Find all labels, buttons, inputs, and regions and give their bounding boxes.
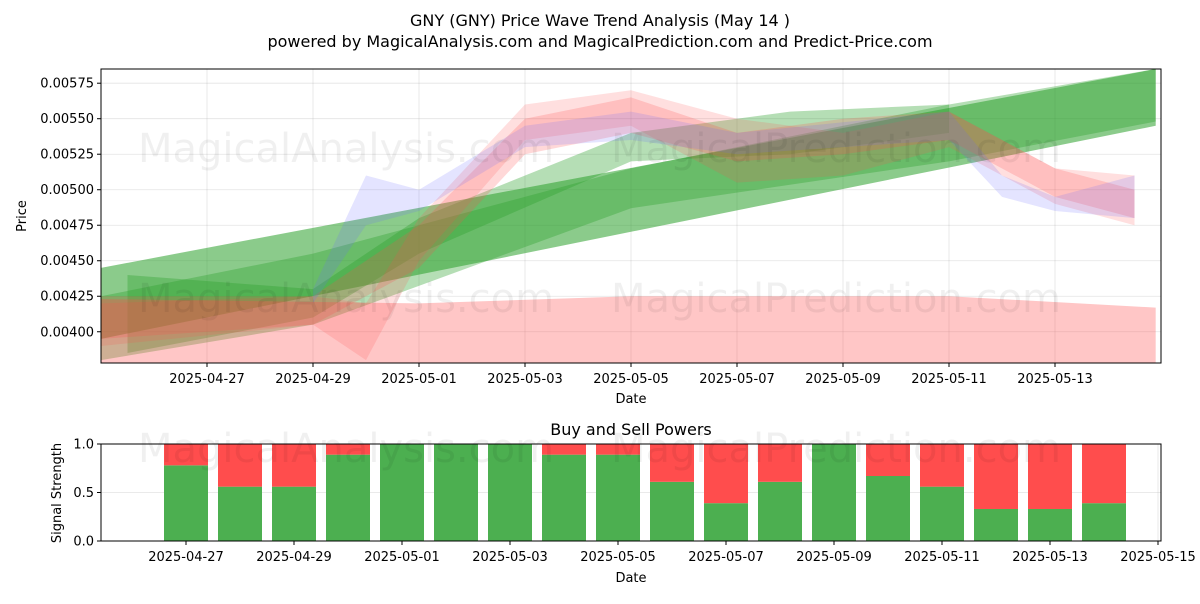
buy-bar xyxy=(1082,503,1126,541)
bar-y-tick-label: 0.5 xyxy=(73,486,94,501)
watermark-mid-left: MagicalAnalysis.com xyxy=(138,276,554,322)
bar-y-tick-label: 1.0 xyxy=(73,438,94,453)
bar-x-tick-label: 2025-05-09 xyxy=(796,550,872,565)
bar-x-tick-label: 2025-05-07 xyxy=(688,550,764,565)
buy-bar xyxy=(380,444,424,541)
bar-x-tick-label: 2025-05-11 xyxy=(904,550,980,565)
sell-bar xyxy=(704,444,748,504)
sell-bar xyxy=(164,444,208,466)
watermark-bottom-right: MagicalPrediction.com xyxy=(611,426,1061,472)
sell-bar xyxy=(596,444,640,455)
price-x-tick-label: 2025-05-01 xyxy=(381,372,457,387)
buy-bar xyxy=(1028,508,1072,541)
bar-x-ticks: 2025-04-27 2025-04-29 2025-05-01 2025-05-03… xyxy=(148,541,1196,565)
buy-bar xyxy=(488,444,532,541)
buy-bar xyxy=(272,486,316,541)
buy-bar xyxy=(812,444,856,541)
price-x-tick-label: 2025-05-07 xyxy=(699,372,775,387)
buy-bar xyxy=(920,486,964,541)
bar-chart-title: Buy and Sell Powers xyxy=(550,420,712,439)
buy-bar xyxy=(866,476,910,541)
buy-bar xyxy=(434,444,478,541)
price-band-green-0 xyxy=(101,69,1156,339)
bar-x-tick-label: 2025-04-27 xyxy=(148,550,224,565)
price-y-tick-label: 0.00475 xyxy=(40,219,94,234)
bar-x-tick-label: 2025-05-01 xyxy=(364,550,440,565)
price-x-axis-label: Date xyxy=(615,392,646,407)
price-y-tick-label: 0.00400 xyxy=(40,325,94,340)
buy-bar xyxy=(650,481,694,541)
buy-bar xyxy=(218,486,262,541)
sell-bar xyxy=(1082,444,1126,504)
price-y-axis-label: Price xyxy=(15,200,30,232)
bar-y-tick-label: 0.0 xyxy=(73,535,94,550)
price-y-ticks: 0.00400 0.00425 0.00450 0.00475 0.00500 0.005… xyxy=(40,77,101,340)
sell-bar xyxy=(1028,444,1072,509)
buy-bar xyxy=(164,465,208,541)
sell-bar xyxy=(326,444,370,455)
price-y-tick-label: 0.00550 xyxy=(40,112,94,127)
sell-bar xyxy=(920,444,964,487)
price-x-tick-label: 2025-05-11 xyxy=(911,372,987,387)
price-x-tick-label: 2025-05-05 xyxy=(593,372,669,387)
bar-x-tick-label: 2025-05-15 xyxy=(1120,550,1196,565)
buy-bar xyxy=(704,503,748,541)
price-bands xyxy=(101,69,1156,363)
sell-bar xyxy=(650,444,694,482)
sell-bar xyxy=(542,444,586,455)
price-y-tick-label: 0.00525 xyxy=(40,148,94,163)
chart-subtitle: powered by MagicalAnalysis.com and Magic… xyxy=(267,32,932,51)
buy-bar xyxy=(326,454,370,541)
bar-y-axis-label: Signal Strength xyxy=(50,443,65,543)
price-x-ticks: 2025-04-27 2025-04-29 2025-05-01 2025-05-03… xyxy=(169,363,1093,387)
price-x-tick-label: 2025-04-27 xyxy=(169,372,245,387)
price-x-tick-label: 2025-05-09 xyxy=(805,372,881,387)
chart-title: GNY (GNY) Price Wave Trend Analysis (May… xyxy=(410,11,790,30)
watermark-bottom-left: MagicalAnalysis.com xyxy=(138,426,554,472)
bar-marks xyxy=(164,444,1126,541)
buy-bar xyxy=(596,454,640,541)
sell-bar xyxy=(866,444,910,477)
bar-x-tick-label: 2025-04-29 xyxy=(256,550,332,565)
price-y-tick-label: 0.00450 xyxy=(40,254,94,269)
bar-x-tick-label: 2025-05-13 xyxy=(1012,550,1088,565)
price-band-green-1 xyxy=(101,69,1156,361)
price-band-red-4 xyxy=(101,90,1135,361)
bar-x-tick-label: 2025-05-03 xyxy=(472,550,548,565)
sell-bar xyxy=(218,444,262,487)
bar-x-axis-label: Date xyxy=(615,571,646,586)
price-band-green-2 xyxy=(127,104,949,354)
sell-bar xyxy=(974,444,1018,509)
price-x-tick-label: 2025-05-13 xyxy=(1017,372,1093,387)
price-y-tick-label: 0.00425 xyxy=(40,290,94,305)
price-band-red-6 xyxy=(101,296,1156,363)
watermark-top-right: MagicalPrediction.com xyxy=(611,126,1061,172)
buy-bar xyxy=(974,508,1018,541)
price-y-tick-label: 0.00575 xyxy=(40,77,94,92)
buy-bar xyxy=(758,481,802,541)
watermark-mid-right: MagicalPrediction.com xyxy=(611,276,1061,322)
price-x-tick-label: 2025-04-29 xyxy=(275,372,351,387)
price-band-blue-5 xyxy=(313,111,1135,304)
sell-bar xyxy=(272,444,316,487)
bar-y-ticks: 0.0 0.5 1.0 xyxy=(73,438,101,550)
buy-bar xyxy=(542,454,586,541)
price-y-tick-label: 0.00500 xyxy=(40,183,94,198)
watermark-top-left: MagicalAnalysis.com xyxy=(138,126,554,172)
sell-bar xyxy=(758,444,802,482)
price-band-red-3 xyxy=(101,97,1135,339)
price-x-tick-label: 2025-05-03 xyxy=(487,372,563,387)
bar-x-tick-label: 2025-05-05 xyxy=(580,550,656,565)
